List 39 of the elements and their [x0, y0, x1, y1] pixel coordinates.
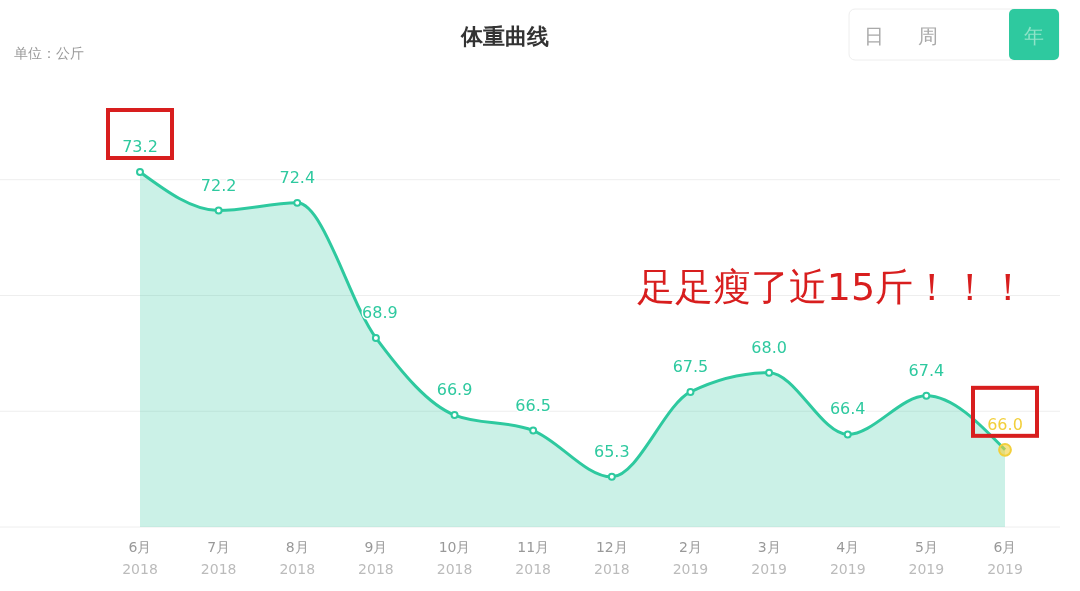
point — [843, 430, 852, 439]
data-label: 72.2 — [200, 175, 237, 195]
x-tick-label: 11月 2018 — [515, 539, 551, 577]
x-tick-label: 7月 2018 — [200, 539, 237, 577]
x-tick-label: 2月 2019 — [672, 539, 709, 577]
point — [371, 333, 380, 342]
x-tick-label: 8月 2018 — [279, 539, 316, 577]
x-tick-label: 3月 2019 — [751, 539, 787, 577]
chart-title: 体重曲线 — [460, 24, 549, 49]
data-label: 66.4 — [829, 399, 866, 419]
data-label: 72.4 — [279, 167, 316, 187]
point — [922, 391, 931, 400]
data-label: 68.9 — [362, 302, 398, 322]
x-tick-label: 4月 2019 — [829, 539, 866, 577]
point — [293, 198, 302, 207]
data-label: 67.4 — [908, 360, 945, 380]
data-label: 66.9 — [436, 380, 473, 400]
point — [765, 368, 774, 377]
toggle-control: 日 周 年 — [848, 8, 1060, 61]
x-tick-label: 5月 2019 — [908, 539, 945, 577]
x-tick-label: 10月 2018 — [436, 539, 473, 577]
data-label: 66.0 — [987, 414, 1023, 434]
x-tick-label: 12月 2018 — [594, 539, 630, 577]
data-label: 73.2 — [122, 137, 158, 156]
point — [529, 426, 538, 435]
point — [686, 387, 695, 396]
data-label: 66.5 — [515, 395, 551, 415]
data-label: 68.0 — [751, 337, 787, 357]
point — [214, 206, 223, 215]
x-tick-label: 6月 2019 — [987, 539, 1023, 577]
point — [450, 411, 459, 420]
x-tick-label: 9月 2018 — [358, 539, 394, 577]
point — [607, 472, 616, 481]
data-label: 67.5 — [672, 356, 709, 376]
point — [136, 168, 144, 176]
x-tick-label: 6月 2018 — [122, 539, 158, 577]
annotation: 足足瘦了近15斤！！！ — [636, 265, 1028, 309]
data-label: 65.3 — [594, 441, 630, 461]
chart-subtitle: 单位：公斤 — [14, 45, 84, 61]
